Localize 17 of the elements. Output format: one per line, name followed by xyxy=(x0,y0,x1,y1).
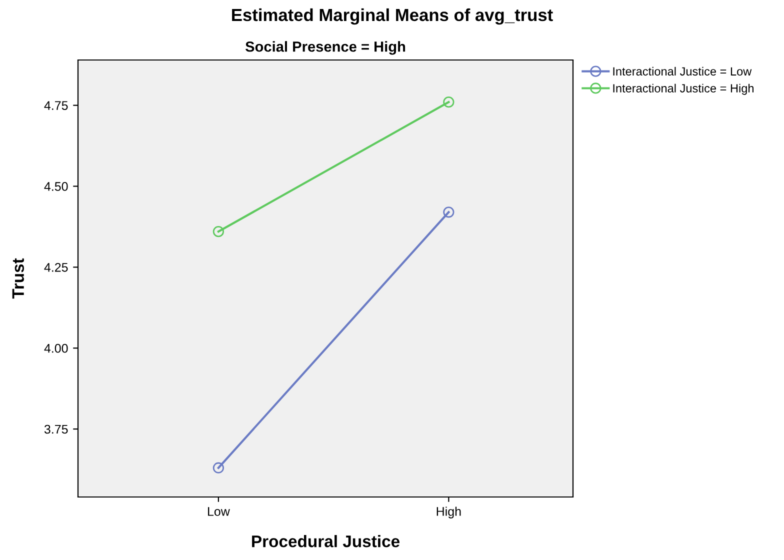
x-tick-label: High xyxy=(436,506,461,518)
point xyxy=(212,226,224,238)
point xyxy=(443,96,454,108)
point xyxy=(443,206,454,218)
y-axis-title: Trust xyxy=(12,258,24,299)
x-axis-title: Procedural Justice xyxy=(252,535,400,548)
y-tick-label: 4.00 xyxy=(44,344,68,353)
y-tick-label: 4.25 xyxy=(44,262,68,272)
chart-subtitle: Social Presence = High xyxy=(245,41,406,55)
x-tick-label: Low xyxy=(208,507,230,516)
y-tick-label: 3.75 xyxy=(44,424,68,434)
legend-label: Interactional Justice = Low xyxy=(613,66,752,76)
legend-label: Interactional Justice = High xyxy=(613,84,754,95)
y-tick-label: 4.50 xyxy=(44,182,68,191)
point xyxy=(212,462,224,474)
y-tick-label: 4.75 xyxy=(44,101,68,110)
chart-title: Estimated Marginal Means of avg_trust xyxy=(232,8,553,25)
